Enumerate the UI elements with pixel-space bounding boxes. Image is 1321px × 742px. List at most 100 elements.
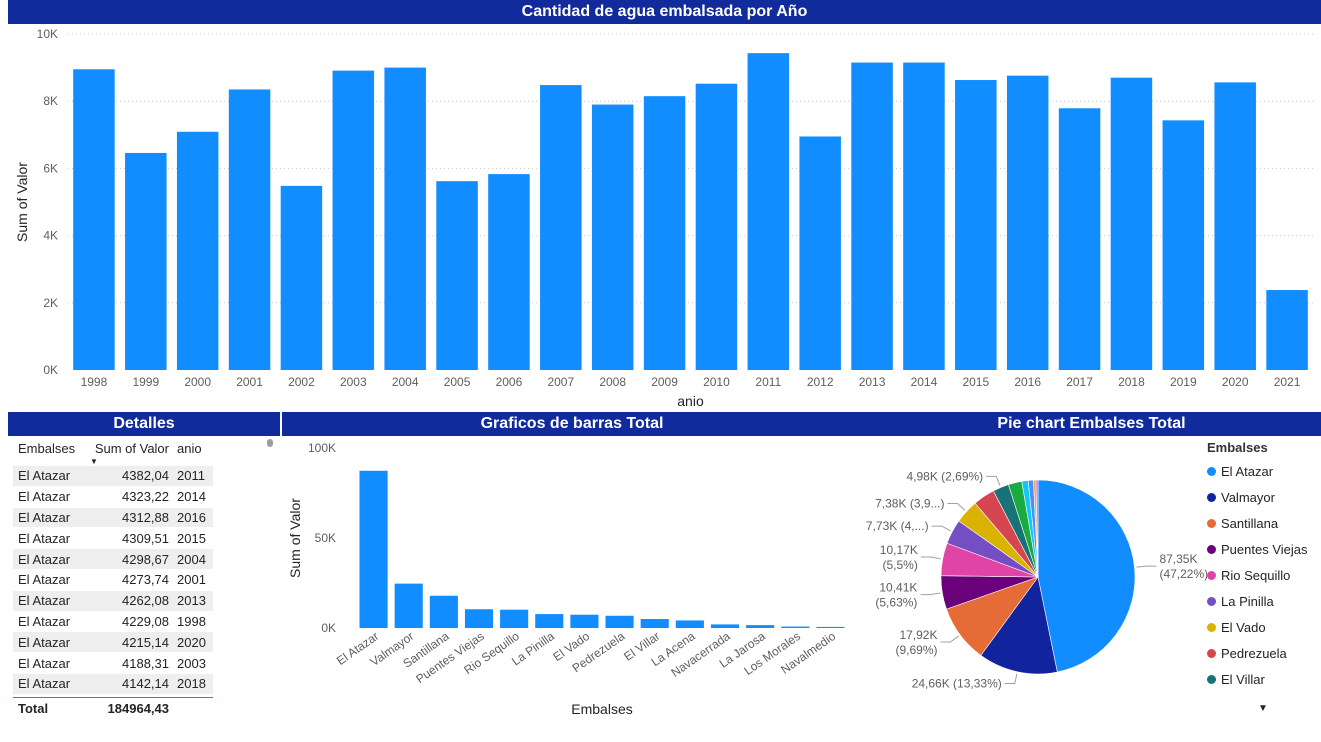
bar-La Pinilla[interactable] xyxy=(535,614,564,628)
bar-2003[interactable] xyxy=(332,70,375,371)
bar-2014[interactable] xyxy=(903,62,945,371)
x-tick-label: 2006 xyxy=(496,375,523,389)
cell-anio: 2015 xyxy=(177,530,206,546)
bar-2007[interactable] xyxy=(540,85,582,371)
table-row[interactable]: El Atazar 4312,88 2016 xyxy=(13,507,213,529)
annual-bar-chart[interactable]: 0K 2K 4K 6K 8K 10K 1998 1999 2000 2001 2002 2003 200… xyxy=(0,24,1321,412)
pie-data-label: 10,41K xyxy=(879,581,917,595)
table-row[interactable]: El Atazar 4323,22 2014 xyxy=(13,487,213,508)
bar-La Acena[interactable] xyxy=(675,620,704,628)
bar-Pedrezuela[interactable] xyxy=(605,615,634,628)
bar-Navacerrada[interactable] xyxy=(710,624,740,628)
bar-2010[interactable] xyxy=(695,83,738,370)
bar-2020[interactable] xyxy=(1214,82,1256,370)
legend-item[interactable]: Santillana xyxy=(1207,510,1308,536)
table-row[interactable]: El Atazar 4215,14 2020 xyxy=(13,632,213,654)
y-tick-label: 100K xyxy=(308,441,336,455)
bar-2005[interactable] xyxy=(436,181,478,370)
bar-El Atazar[interactable] xyxy=(359,470,388,628)
legend-item[interactable]: El Atazar xyxy=(1207,458,1308,484)
bar-2009[interactable] xyxy=(643,96,686,370)
header-anio[interactable]: anio xyxy=(177,441,202,456)
bar-Valmayor[interactable] xyxy=(394,583,423,628)
table-row[interactable]: El Atazar 4382,04 2011 xyxy=(13,466,213,487)
bar-1999[interactable] xyxy=(125,152,167,370)
table-row[interactable]: El Atazar 4188,31 2003 xyxy=(13,653,213,674)
bar-El Vado[interactable] xyxy=(570,614,599,628)
cell-embalse: El Atazar xyxy=(18,676,71,692)
table-row[interactable]: El Atazar 4298,67 2004 xyxy=(13,549,213,570)
legend-item[interactable]: Pedrezuela xyxy=(1207,641,1308,667)
x-tick-label: 2000 xyxy=(184,375,211,389)
bar-La Jarosa[interactable] xyxy=(746,625,775,628)
legend-item[interactable]: Rio Sequillo xyxy=(1207,562,1308,588)
bar-2004[interactable] xyxy=(384,67,426,370)
bar-Santillana[interactable] xyxy=(429,595,458,628)
y-tick-label: 8K xyxy=(43,94,58,108)
pie-slice-valmayor[interactable] xyxy=(980,576,1058,675)
bar-Los Morales[interactable] xyxy=(781,626,810,628)
cell-anio: 2020 xyxy=(177,634,206,650)
details-table[interactable]: Embalses Sum of Valor ▼ anio El Atazar 438… xyxy=(13,438,213,719)
sort-desc-icon[interactable]: ▼ xyxy=(90,457,98,466)
bar-2012[interactable] xyxy=(799,136,841,370)
bar-2019[interactable] xyxy=(1162,120,1205,371)
legend-label: Pedrezuela xyxy=(1221,646,1287,662)
table-header: Embalses Sum of Valor ▼ anio xyxy=(13,438,213,466)
bar-2000[interactable] xyxy=(176,131,219,370)
pie-slice-el-atazar[interactable] xyxy=(1037,479,1136,673)
table-row[interactable]: El Atazar 4142,14 2018 xyxy=(13,673,213,695)
pie-data-label: 7,38K (3,9...) xyxy=(875,496,944,510)
y-axis-title: Sum of Valor xyxy=(14,162,30,242)
bar-2015[interactable] xyxy=(955,80,997,371)
pie-data-label: (47,22%) xyxy=(1159,567,1207,581)
pie-leader-line xyxy=(920,556,941,560)
legend-dot-icon xyxy=(1207,597,1216,607)
x-tick-label: 1998 xyxy=(81,375,108,389)
bar-2008[interactable] xyxy=(591,104,634,370)
bar-El Villar[interactable] xyxy=(640,619,669,628)
pie-slice-navalmedio[interactable] xyxy=(1035,479,1039,578)
table-scrollbar[interactable] xyxy=(267,439,273,447)
pie-leader-line xyxy=(931,525,951,532)
bar-1998[interactable] xyxy=(73,69,115,370)
bar-Rio Sequillo[interactable] xyxy=(500,609,529,628)
pie-chart[interactable]: 87,35K(47,22%) 24,66K (13,33%) 17,92K(9,69… xyxy=(862,436,1207,742)
table-row[interactable]: El Atazar 4229,08 1998 xyxy=(13,612,213,633)
bar-2006[interactable] xyxy=(488,174,530,370)
pie-leader-line xyxy=(1004,673,1018,684)
bar-2016[interactable] xyxy=(1006,75,1049,370)
bar-2011[interactable] xyxy=(747,53,790,370)
table-row[interactable]: El Atazar 4262,08 2013 xyxy=(13,590,213,612)
bar-2002[interactable] xyxy=(280,185,323,370)
legend-item[interactable]: Puentes Viejas xyxy=(1207,536,1308,562)
bar-2001[interactable] xyxy=(228,89,271,370)
x-tick-label: 2018 xyxy=(1118,375,1145,389)
legend-item[interactable]: Valmayor xyxy=(1207,484,1308,510)
legend-item[interactable]: El Vado xyxy=(1207,615,1308,641)
y-tick-label: 10K xyxy=(37,27,58,41)
cell-embalse: El Atazar xyxy=(18,530,71,546)
cell-valor: 4309,51 xyxy=(122,530,169,546)
bar-Navalmedio[interactable] xyxy=(816,626,845,628)
bar-2013[interactable] xyxy=(851,62,893,371)
x-tick-label: 2019 xyxy=(1170,375,1197,389)
header-embalses[interactable]: Embalses xyxy=(18,441,76,456)
legend-more-icon[interactable]: ▼ xyxy=(1258,703,1268,714)
cell-valor: 4382,04 xyxy=(122,468,169,484)
chart-title-total-bars: Graficos de barras Total xyxy=(282,412,862,436)
bar-Puentes Viejas[interactable] xyxy=(464,609,494,628)
cell-anio: 2001 xyxy=(177,572,206,588)
bar-2017[interactable] xyxy=(1058,108,1101,371)
header-sum-of-valor[interactable]: Sum of Valor ▼ xyxy=(85,441,175,466)
legend-item[interactable]: El Villar xyxy=(1207,667,1308,693)
bar-2018[interactable] xyxy=(1110,77,1153,371)
cell-embalse: El Atazar xyxy=(18,572,71,588)
y-tick-label: 50K xyxy=(315,531,336,545)
table-row[interactable]: El Atazar 4273,74 2001 xyxy=(13,570,213,591)
legend-item[interactable]: La Pinilla xyxy=(1207,588,1308,614)
legend-label: Rio Sequillo xyxy=(1221,567,1291,583)
bar-2021[interactable] xyxy=(1266,290,1308,370)
table-row[interactable]: El Atazar 4309,51 2015 xyxy=(13,528,213,550)
